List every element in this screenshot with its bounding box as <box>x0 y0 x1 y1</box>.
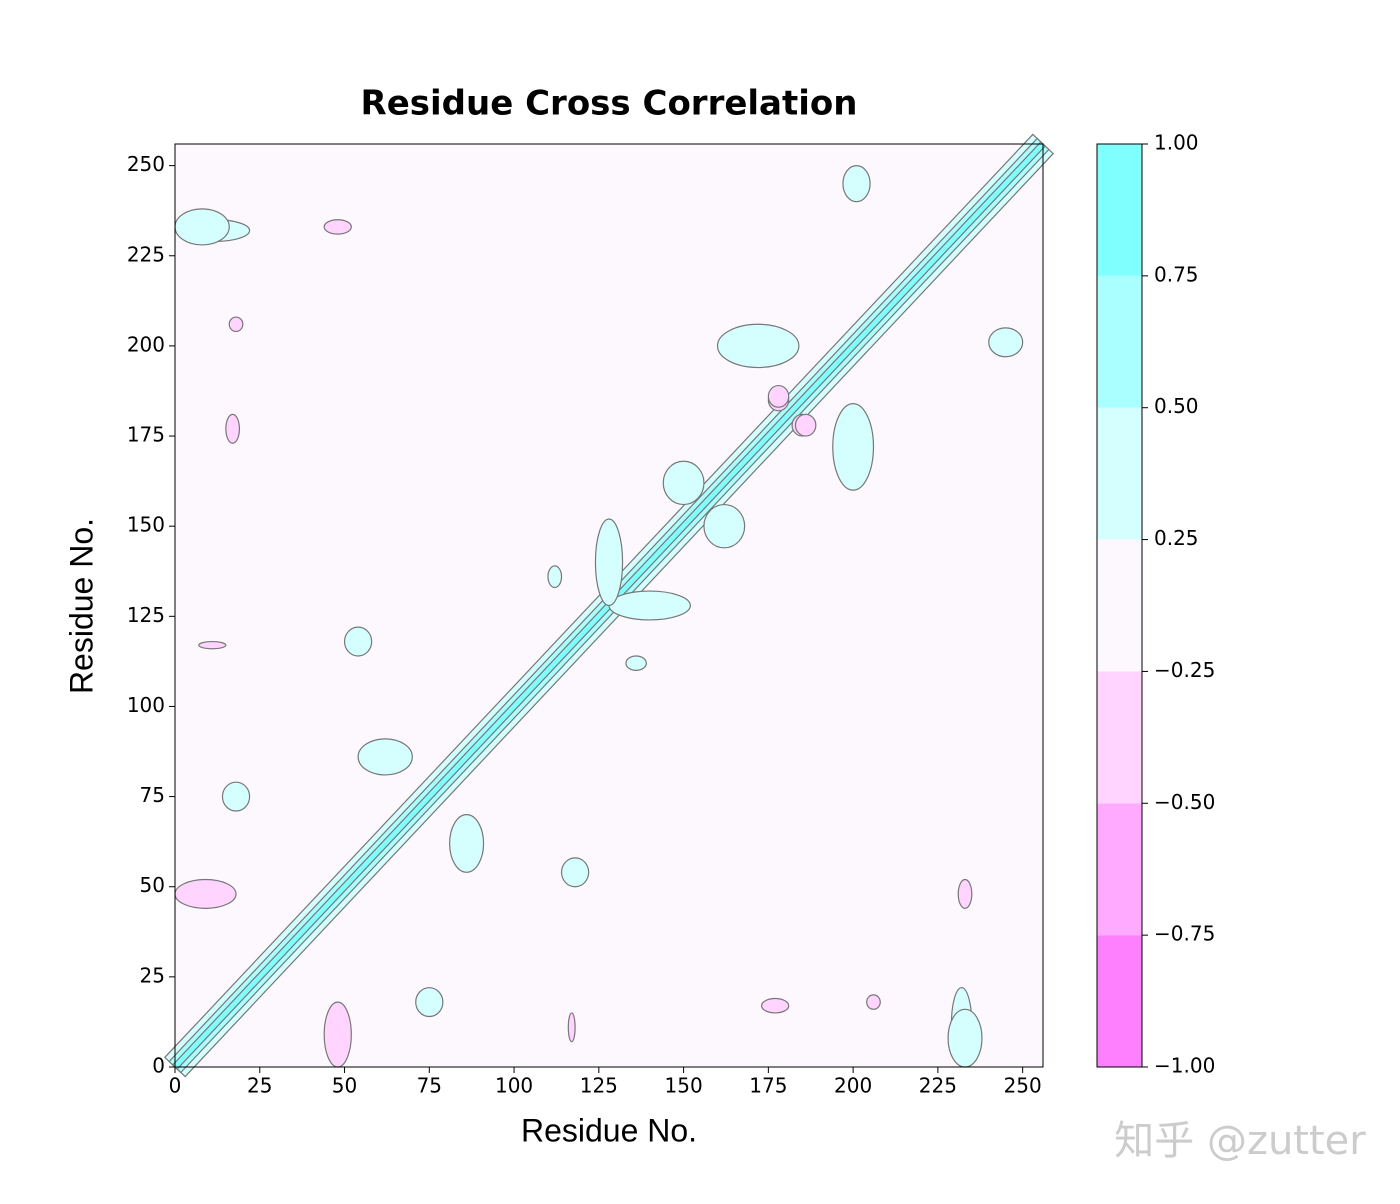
plot-frame <box>174 143 1044 1068</box>
colorbar-band <box>1097 935 1142 1067</box>
contour-region <box>625 655 647 671</box>
y-tick-label: 175 <box>127 423 165 447</box>
contour-region <box>357 738 413 776</box>
contour-region <box>221 781 251 812</box>
contour-region <box>832 402 875 491</box>
y-tick-label: 200 <box>127 332 165 356</box>
contour-region <box>323 1001 352 1068</box>
contour-region <box>703 503 746 549</box>
y-axis-label: Residue No. <box>63 518 99 694</box>
y-tick-label: 25 <box>140 963 165 987</box>
contour-region <box>947 1008 983 1068</box>
contour-region <box>449 814 485 873</box>
contour-region <box>174 878 237 909</box>
contour-region <box>608 590 691 621</box>
colorbar-band <box>1097 407 1142 540</box>
y-tick-label: 225 <box>127 242 165 266</box>
watermark: 知乎 @zutter <box>1114 1118 1366 1164</box>
contour-region <box>988 327 1024 358</box>
contour-region <box>560 857 590 888</box>
chart-title: Residue Cross Correlation <box>361 84 858 124</box>
contour-region <box>343 626 373 657</box>
contour-region <box>198 640 227 650</box>
colorbar-band <box>1097 803 1142 936</box>
colorbar-tick-label: −0.50 <box>1154 790 1215 814</box>
contour-region <box>567 1012 576 1043</box>
contour-region <box>594 518 624 607</box>
y-tick-label: 75 <box>140 783 165 807</box>
colorbar-band <box>1097 275 1142 408</box>
x-tick-label: 225 <box>919 1074 957 1098</box>
contour-region <box>794 413 817 437</box>
colorbar-tick-label: 1.00 <box>1154 131 1199 155</box>
contour-region <box>716 323 800 369</box>
y-tick-label: 100 <box>127 693 165 717</box>
x-tick-label: 100 <box>495 1074 533 1098</box>
x-tick-label: 0 <box>169 1074 182 1098</box>
y-tick-label: 250 <box>127 152 165 176</box>
contour-region <box>174 208 230 246</box>
x-tick-label: 50 <box>332 1074 357 1098</box>
y-tick-label: 50 <box>140 873 165 897</box>
contour-region <box>415 987 444 1018</box>
x-tick-label: 75 <box>417 1074 442 1098</box>
y-tick-label: 150 <box>127 513 165 537</box>
contour-region <box>957 878 973 909</box>
contour-region <box>228 316 244 333</box>
x-tick-label: 175 <box>749 1074 787 1098</box>
colorbar-band <box>1097 144 1142 276</box>
contour-region <box>866 994 881 1010</box>
x-tick-label: 250 <box>1004 1074 1042 1098</box>
x-tick-label: 200 <box>834 1074 872 1098</box>
y-tick-label: 125 <box>127 603 165 627</box>
contour-region <box>842 165 871 203</box>
x-tick-label: 150 <box>665 1074 703 1098</box>
x-tick-label: 125 <box>580 1074 618 1098</box>
x-axis-label: Residue No. <box>521 1112 697 1148</box>
contour-region <box>225 413 241 444</box>
y-tick-label: 0 <box>152 1054 165 1078</box>
colorbar-tick-label: −1.00 <box>1154 1054 1215 1078</box>
colorbar-band <box>1097 539 1142 672</box>
colorbar-tick-label: −0.25 <box>1154 658 1215 682</box>
contour-region <box>760 997 790 1014</box>
colorbar-frame <box>1096 143 1143 1068</box>
x-tick-label: 25 <box>247 1074 272 1098</box>
colorbar-tick-label: −0.75 <box>1154 922 1215 946</box>
contour-region <box>662 460 705 506</box>
contour-region <box>767 384 790 408</box>
colorbar-tick-label: 0.25 <box>1154 526 1199 550</box>
colorbar-band <box>1097 671 1142 804</box>
colorbar-tick-label: 0.50 <box>1154 394 1199 418</box>
contour-region <box>547 565 563 589</box>
colorbar-tick-label: 0.75 <box>1154 262 1199 286</box>
contour-region <box>323 219 352 235</box>
